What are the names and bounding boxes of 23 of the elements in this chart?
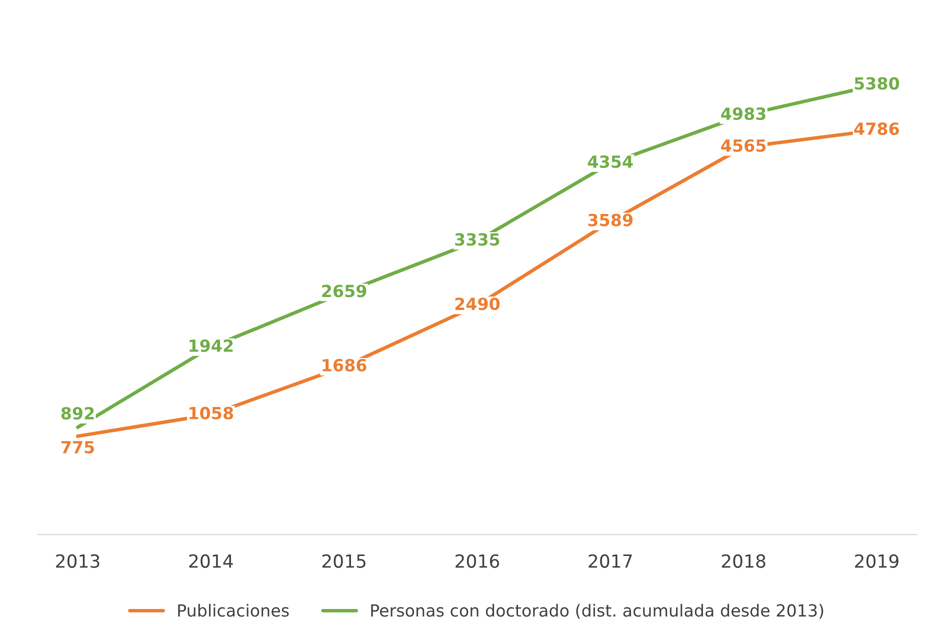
data-label: 1058 bbox=[190, 406, 234, 420]
data-label: 892 bbox=[61, 406, 94, 420]
data-label: 4565 bbox=[721, 139, 766, 152]
data-label: 4983 bbox=[721, 107, 766, 120]
legend-label: Personas con doctorado (dist. acumulada desde 2013) bbox=[371, 604, 824, 619]
data-label: 1942 bbox=[190, 339, 233, 352]
data-label: 2659 bbox=[322, 284, 366, 298]
x-tick-label: 2013 bbox=[56, 554, 100, 568]
data-label: 4786 bbox=[854, 122, 899, 136]
data-label: 3589 bbox=[588, 214, 633, 226]
data-label: 2490 bbox=[455, 298, 500, 310]
legend-label: Publicaciones bbox=[178, 604, 289, 617]
x-tick-label: 2017 bbox=[588, 554, 632, 568]
data-label: 775 bbox=[61, 441, 94, 454]
x-tick-label: 2019 bbox=[855, 554, 898, 568]
x-tick-label: 2016 bbox=[456, 554, 500, 568]
x-tick-label: 2015 bbox=[322, 554, 366, 568]
data-label: 3335 bbox=[455, 233, 500, 246]
data-label: 1686 bbox=[322, 358, 366, 372]
data-label: 4354 bbox=[588, 155, 633, 168]
x-tick-label: 2014 bbox=[189, 554, 233, 568]
data-label: 5380 bbox=[854, 77, 900, 90]
x-tick-label: 2018 bbox=[722, 554, 766, 568]
